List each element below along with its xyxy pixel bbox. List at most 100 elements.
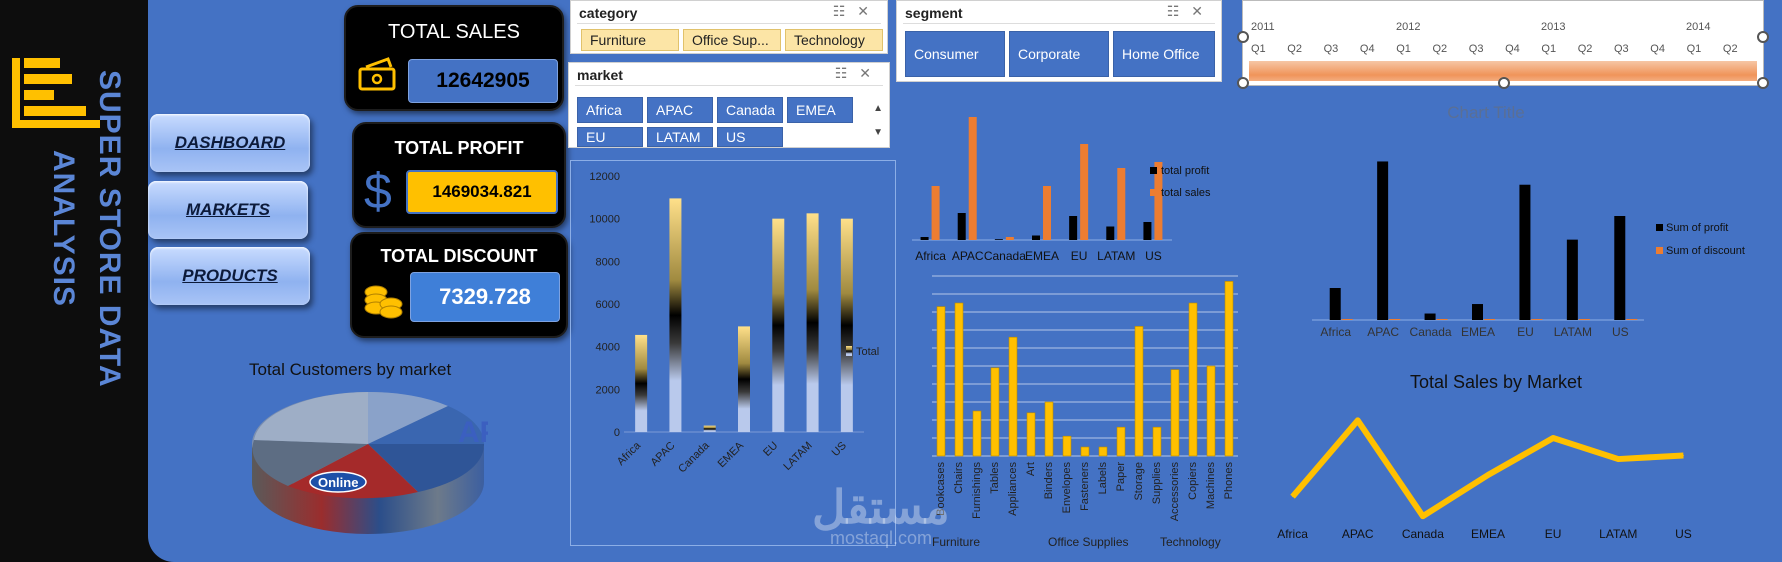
timeline-handle-left-top[interactable] bbox=[1237, 31, 1249, 43]
slicer-multiselect-icon[interactable]: ☷✕ bbox=[1166, 3, 1215, 19]
timeline-handle-left-bottom[interactable] bbox=[1237, 77, 1249, 89]
timeline-quarter-label: Q1 bbox=[1396, 43, 1411, 55]
x-tick-label: Canada bbox=[984, 249, 1026, 263]
line-point-canada bbox=[1422, 515, 1424, 517]
x-tick-label: Accessories bbox=[1169, 462, 1181, 522]
date-timeline[interactable]: 2011 2012 2013 2014 Q1 Q2 Q3 Q4 Q1 Q2 Q3 Q4 Q1 Q2 Q3 Q… bbox=[1237, 0, 1769, 89]
bar-sales-apac bbox=[968, 117, 977, 240]
legend-profit: Sum of profit bbox=[1666, 222, 1728, 234]
x-tick-label: EU bbox=[761, 440, 780, 459]
x-tick-label: US bbox=[830, 440, 849, 459]
market-item-latam[interactable]: LATAM bbox=[647, 127, 713, 147]
market-item-canada[interactable]: Canada bbox=[717, 97, 783, 123]
slicer-multiselect-icon[interactable]: ☷✕ bbox=[832, 3, 881, 19]
bar-profit-apac bbox=[957, 213, 966, 240]
markets-button[interactable]: MARKETS bbox=[148, 181, 308, 239]
chart-title: Chart Title bbox=[1447, 103, 1524, 122]
legend-sales: total sales bbox=[1161, 187, 1211, 199]
market-item-apac[interactable]: APAC bbox=[647, 97, 713, 123]
legend-swatch-profit bbox=[1656, 224, 1663, 231]
x-tick-label: APAC bbox=[952, 249, 984, 263]
timeline-quarter-label: Q2 bbox=[1722, 43, 1738, 55]
bar-sales-eu bbox=[1080, 144, 1089, 240]
line-point-emea bbox=[1487, 474, 1489, 476]
bar-profit-latam bbox=[1106, 226, 1115, 240]
total-profit-title: TOTAL PROFIT bbox=[394, 138, 524, 158]
category-item-office-supplies[interactable]: Office Sup... bbox=[683, 29, 781, 51]
mostaql-watermark-text: mostaql.com bbox=[830, 528, 933, 548]
x-tick-label: LATAM bbox=[1097, 249, 1135, 263]
market-slicer: market ☷✕ Africa APAC Canada EMEA EU LAT… bbox=[568, 62, 890, 148]
legend-swatch-sales bbox=[1150, 189, 1157, 196]
legend-swatch-discount bbox=[1656, 247, 1663, 254]
segment-item-consumer[interactable]: Consumer bbox=[905, 31, 1005, 77]
bar-chart-logo-icon bbox=[12, 58, 100, 128]
x-tick-label: Fasteners bbox=[1079, 462, 1091, 511]
total-profit-value: 1469034.821 bbox=[406, 170, 558, 214]
x-tick-label: US bbox=[1145, 249, 1162, 263]
timeline-quarter-label: Q1 bbox=[1686, 43, 1702, 55]
bar-africa bbox=[635, 334, 648, 432]
bar-chairs bbox=[954, 302, 964, 457]
bar-discount-eu bbox=[1531, 319, 1543, 320]
bar-profit-emea bbox=[1032, 235, 1040, 240]
total-by-market-chart: 0 2000 4000 6000 8000 10000 12000 Africa APACCan… bbox=[589, 171, 879, 475]
total-profit-card: TOTAL PROFIT $ 1469034.821 bbox=[352, 122, 566, 228]
mostaql-watermark-logo: مستقل bbox=[812, 481, 950, 533]
total-sales-value: 12642905 bbox=[408, 59, 558, 103]
dashboard-button[interactable]: DASHBOARD bbox=[150, 114, 310, 172]
total-discount-value: 7329.728 bbox=[410, 272, 560, 322]
products-button[interactable]: PRODUCTS bbox=[150, 247, 310, 305]
x-tick-label: EMEA bbox=[716, 439, 747, 470]
market-item-emea[interactable]: EMEA bbox=[787, 97, 853, 123]
market-item-eu[interactable]: EU bbox=[577, 127, 643, 147]
bar-sales-us bbox=[1154, 162, 1163, 240]
timeline-quarter-label: Q3 bbox=[1614, 43, 1629, 55]
segment-item-home-office[interactable]: Home Office bbox=[1113, 31, 1215, 77]
bar-us bbox=[840, 218, 853, 432]
x-tick-label: APAC bbox=[648, 440, 677, 469]
timeline-year-label: 2012 bbox=[1396, 21, 1421, 33]
bar-discount-emea bbox=[1484, 319, 1495, 320]
sales-line bbox=[1290, 417, 1684, 520]
x-tick-label: Copiers bbox=[1187, 462, 1199, 500]
bar-copiers bbox=[1188, 302, 1198, 457]
x-tick-label: LATAM bbox=[1599, 527, 1637, 541]
timeline-handle-middle[interactable] bbox=[1498, 77, 1510, 89]
x-tick-label: Canada bbox=[1410, 325, 1452, 339]
x-tick-label: LATAM bbox=[1554, 325, 1592, 339]
timeline-handle-right-bottom[interactable] bbox=[1757, 77, 1769, 89]
x-tick-label: EU bbox=[1517, 325, 1534, 339]
category-item-furniture[interactable]: Furniture bbox=[581, 29, 679, 51]
category-slicer-title: category bbox=[579, 5, 638, 21]
total-discount-card: TOTAL DISCOUNT 7329.728 bbox=[350, 232, 568, 338]
line-point-eu bbox=[1552, 437, 1554, 439]
x-tick-label: Furnishings bbox=[971, 462, 983, 519]
y-tick-label: 4000 bbox=[596, 342, 620, 354]
slicer-clear-filter-icon[interactable]: ☷✕ bbox=[834, 65, 883, 81]
bar-profit-emea bbox=[1472, 304, 1483, 320]
timeline-selection-bar[interactable] bbox=[1249, 61, 1757, 81]
slicer-scroll-arrows-icon[interactable]: ▲ ▼ bbox=[873, 103, 883, 138]
y-tick-label: 6000 bbox=[596, 299, 620, 311]
chart-title: Total Sales by Market bbox=[1410, 372, 1582, 392]
timeline-handle-right-top[interactable] bbox=[1757, 31, 1769, 43]
category-item-technology[interactable]: Technology bbox=[785, 29, 883, 51]
coins-icon bbox=[364, 285, 403, 319]
market-item-africa[interactable]: Africa bbox=[577, 97, 643, 123]
bar-sales-emea bbox=[1043, 186, 1051, 240]
bar-storage bbox=[1134, 326, 1144, 457]
legend-total: Total bbox=[856, 346, 879, 358]
profit-discount-by-market-chart: Chart Title Africa APAC Canada EMEA EU LATAM US… bbox=[1312, 103, 1745, 339]
timeline-quarter-label: Q3 bbox=[1323, 43, 1339, 55]
timeline-quarter-label: Q1 bbox=[1251, 43, 1266, 55]
timeline-year-label: 2013 bbox=[1541, 21, 1566, 33]
bar-profit-canada bbox=[1424, 313, 1436, 320]
bar-sales-africa bbox=[931, 186, 940, 240]
bar-envelopes bbox=[1062, 435, 1072, 457]
segment-item-corporate[interactable]: Corporate bbox=[1009, 31, 1109, 77]
market-item-us[interactable]: US bbox=[717, 127, 783, 147]
x-tick-label: APAC bbox=[1342, 527, 1374, 541]
line-point-africa bbox=[1292, 496, 1294, 498]
